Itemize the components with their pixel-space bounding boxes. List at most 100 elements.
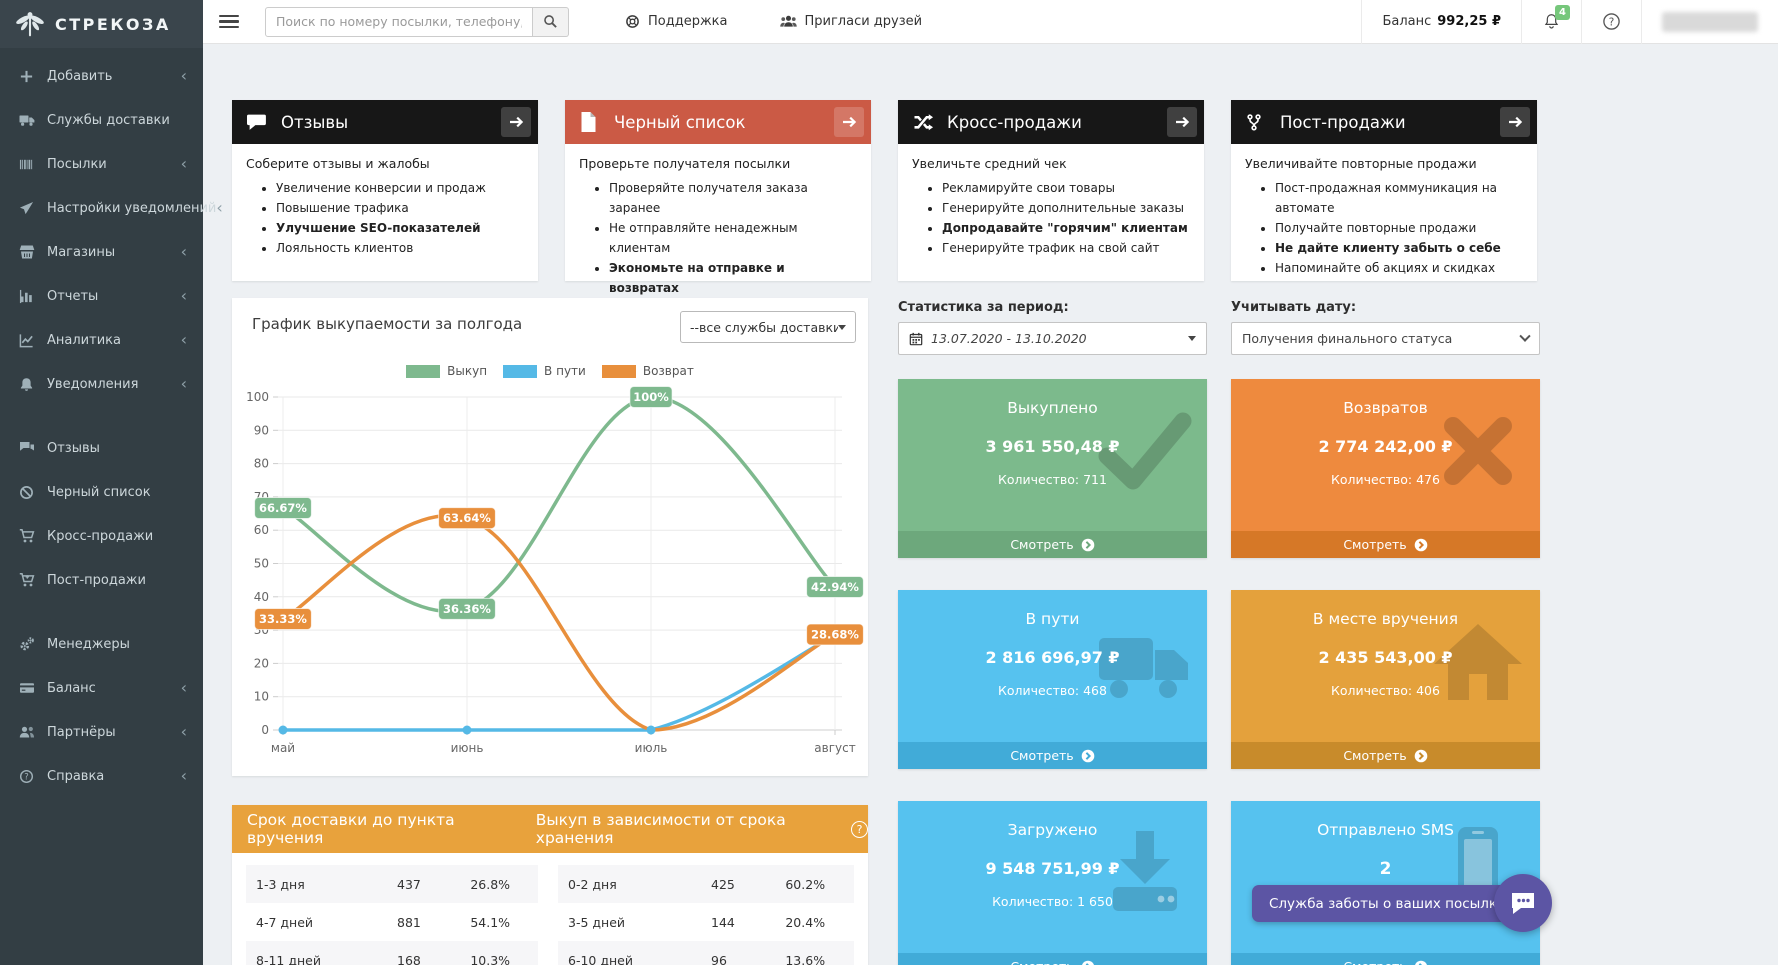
- promo-body: Соберите отзывы и жалобы Увеличение конв…: [232, 144, 538, 258]
- balance-display[interactable]: Баланс 992,25 ₽: [1361, 0, 1521, 44]
- arrow-circle-right-icon: [1081, 960, 1094, 965]
- svg-text:июль: июль: [635, 741, 668, 755]
- svg-text:36.36%: 36.36%: [443, 602, 491, 616]
- bell-icon: [18, 376, 35, 393]
- sidebar-item-analytics[interactable]: Аналитика ‹: [0, 318, 203, 362]
- users-icon: [18, 724, 35, 741]
- sidebar-item-managers[interactable]: Менеджеры: [0, 622, 203, 666]
- support-link[interactable]: Поддержка: [625, 14, 728, 29]
- account-menu[interactable]: [1641, 0, 1778, 44]
- arrow-circle-right-icon: [1414, 538, 1427, 551]
- promo-card-cross-sales: Кросс-продажи Увеличьте средний чек Рекл…: [898, 100, 1204, 281]
- sidebar-item-post-sales[interactable]: Пост-продажи: [0, 558, 203, 602]
- chat-button[interactable]: [1494, 874, 1552, 932]
- barcode-icon: [18, 156, 35, 173]
- search-bar: [265, 6, 569, 37]
- svg-text:42.94%: 42.94%: [811, 580, 859, 594]
- arrow-right-button[interactable]: [501, 107, 531, 137]
- sidebar-item-parcels[interactable]: Посылки ‹: [0, 142, 203, 186]
- stat-card-in-transit: В пути 2 816 696,97 ₽ Количество: 468 См…: [898, 590, 1207, 769]
- sidebar-item-delivery-services[interactable]: Службы доставки: [0, 98, 203, 142]
- search-input[interactable]: [265, 6, 533, 37]
- sidebar-item-partners[interactable]: Партнёры ‹: [0, 710, 203, 754]
- svg-text:май: май: [271, 741, 295, 755]
- promo-header[interactable]: Черный список: [565, 100, 871, 144]
- legend-item-return: Возврат: [601, 364, 694, 378]
- date-mode-select[interactable]: Получения финального статуса: [1231, 322, 1540, 355]
- delivery-service-filter[interactable]: --все службы доставки--: [680, 311, 856, 343]
- sidebar-item-notification-settings[interactable]: Настройки уведомлений ‹: [0, 186, 223, 230]
- legend-swatch: [601, 364, 636, 378]
- table-row: 6-10 дней 96 13.6%: [558, 941, 854, 965]
- topbar-right: Баланс 992,25 ₽ 4 ?: [1361, 0, 1778, 44]
- brand-logo[interactable]: СТРЕКОЗА: [0, 0, 203, 48]
- calendar-icon: [909, 332, 923, 346]
- promo-title: Кросс-продажи: [947, 112, 1082, 132]
- sidebar-item-add[interactable]: Добавить ‹: [0, 54, 203, 98]
- sidebar-item-cross-sales[interactable]: Кросс-продажи: [0, 514, 203, 558]
- chat-tooltip: Служба заботы о ваших посылках!: [1252, 885, 1536, 922]
- sidebar-item-stores[interactable]: Магазины ‹: [0, 230, 203, 274]
- table-row: 8-11 дней 168 10.3%: [246, 941, 538, 965]
- promo-card-post-sales: Пост-продажи Увеличивайте повторные прод…: [1231, 100, 1537, 281]
- svg-text:50: 50: [254, 557, 269, 571]
- sidebar-item-help[interactable]: ? Справка ‹: [0, 754, 203, 798]
- life-ring-icon: [625, 14, 640, 29]
- chat-bubble-icon: [1512, 893, 1534, 914]
- delivery-tables-panel: Срок доставки до пункта вручения Выкуп в…: [232, 805, 868, 965]
- question-circle-icon[interactable]: ?: [851, 820, 868, 838]
- table-row: 4-7 дней 881 54.1%: [256, 914, 511, 930]
- cart-plus-icon: [18, 572, 35, 589]
- help-button[interactable]: ?: [1581, 0, 1641, 44]
- promo-header[interactable]: Пост-продажи: [1231, 100, 1537, 144]
- notification-count-badge: 4: [1555, 5, 1570, 20]
- svg-text:?: ?: [24, 771, 28, 781]
- svg-text:63.64%: 63.64%: [443, 511, 491, 525]
- chevron-left-icon: ‹: [180, 374, 187, 393]
- line-chart-icon: [18, 332, 35, 349]
- view-button[interactable]: Смотреть: [1231, 953, 1540, 965]
- promo-title: Пост-продажи: [1280, 112, 1406, 132]
- svg-text:100: 100: [246, 390, 269, 404]
- view-button[interactable]: Смотреть: [1231, 531, 1540, 558]
- notifications-button[interactable]: 4: [1521, 0, 1581, 44]
- hamburger-menu-icon[interactable]: [219, 12, 239, 32]
- chevron-left-icon: ‹: [180, 766, 187, 785]
- question-icon: ?: [18, 768, 35, 785]
- dragonfly-icon: [14, 9, 46, 39]
- period-label: Статистика за период:: [898, 300, 1069, 315]
- promo-header[interactable]: Отзывы: [232, 100, 538, 144]
- view-button[interactable]: Смотреть: [898, 742, 1207, 769]
- delivery-time-table: 1-3 дня 437 26.8% 4-7 дней 881 54.1% 8-11 дн…: [246, 865, 538, 965]
- sidebar-item-reviews[interactable]: Отзывы: [0, 426, 203, 470]
- sidebar-item-notifications[interactable]: Уведомления ‹: [0, 362, 203, 406]
- chevron-left-icon: ‹: [180, 678, 187, 697]
- chevron-left-icon: ‹: [180, 242, 187, 261]
- invite-friends-link[interactable]: Пригласи друзей: [779, 14, 922, 29]
- credit-card-icon: [18, 680, 35, 697]
- promo-header[interactable]: Кросс-продажи: [898, 100, 1204, 144]
- view-button[interactable]: Смотреть: [898, 953, 1207, 965]
- legend-item-buyout: Выкуп: [406, 364, 487, 378]
- view-button[interactable]: Смотреть: [1231, 742, 1540, 769]
- arrow-right-button[interactable]: [834, 107, 864, 137]
- svg-text:60: 60: [254, 523, 269, 537]
- sidebar-item-blacklist[interactable]: Черный список: [0, 470, 203, 514]
- sidebar-item-reports[interactable]: Отчеты ‹: [0, 274, 203, 318]
- view-button[interactable]: Смотреть: [898, 531, 1207, 558]
- arrow-right-button[interactable]: [1500, 107, 1530, 137]
- truck-icon: [18, 112, 35, 129]
- legend-item-in-transit: В пути: [503, 364, 586, 378]
- store-icon: [18, 244, 35, 261]
- nav-group-divider: [0, 602, 203, 622]
- arrow-right-button[interactable]: [1167, 107, 1197, 137]
- period-date-range-input[interactable]: 13.07.2020 - 13.10.2020: [898, 322, 1207, 355]
- search-button[interactable]: [533, 6, 569, 37]
- chevron-left-icon: ‹: [180, 154, 187, 173]
- stat-card-uploaded: Загружено 9 548 751,99 ₽ Количество: 1 6…: [898, 801, 1207, 965]
- sidebar-item-balance[interactable]: Баланс ‹: [0, 666, 203, 710]
- chevron-left-icon: ‹: [180, 330, 187, 349]
- chevron-down-icon: [1188, 336, 1196, 341]
